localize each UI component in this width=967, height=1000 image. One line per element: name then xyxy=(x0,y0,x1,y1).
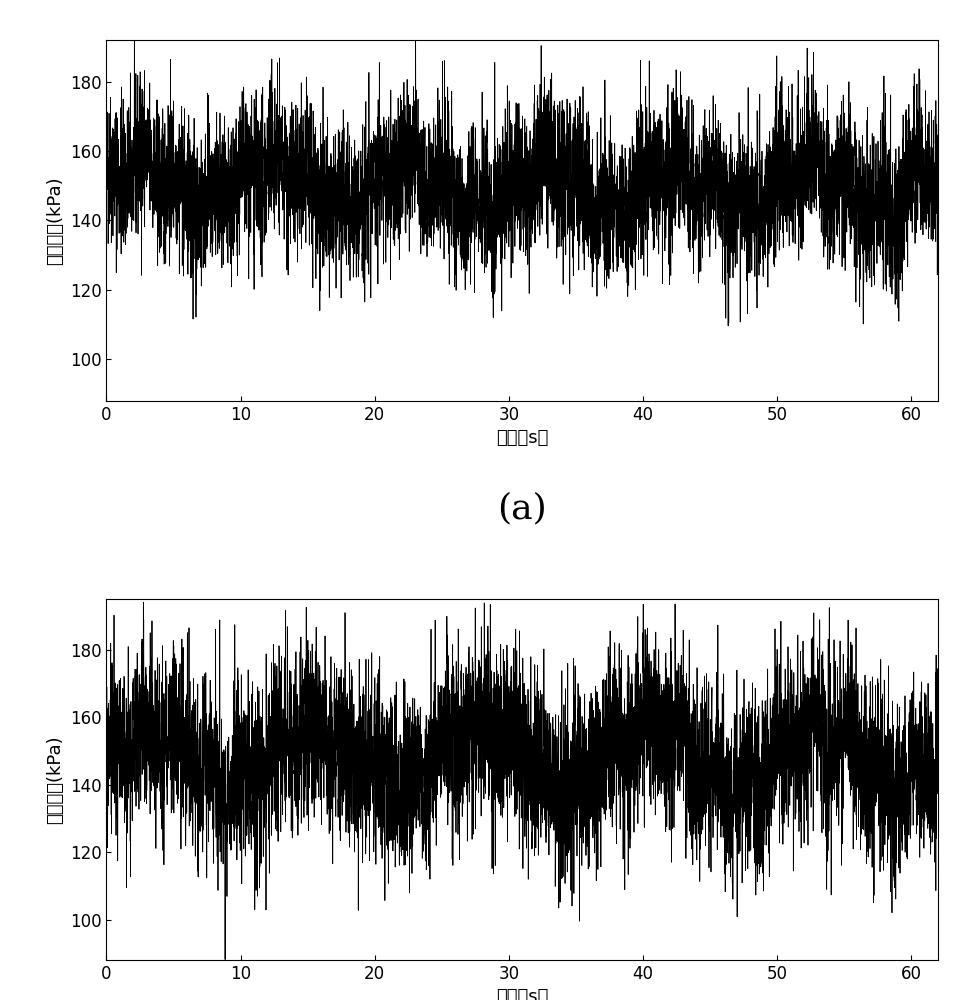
Text: (a): (a) xyxy=(497,491,547,525)
X-axis label: 时间（s）: 时间（s） xyxy=(496,988,548,1000)
X-axis label: 时间（s）: 时间（s） xyxy=(496,429,548,447)
Y-axis label: 压力脉动(kPa): 压力脉动(kPa) xyxy=(46,735,64,824)
Y-axis label: 压力脉动(kPa): 压力脉动(kPa) xyxy=(46,176,64,265)
